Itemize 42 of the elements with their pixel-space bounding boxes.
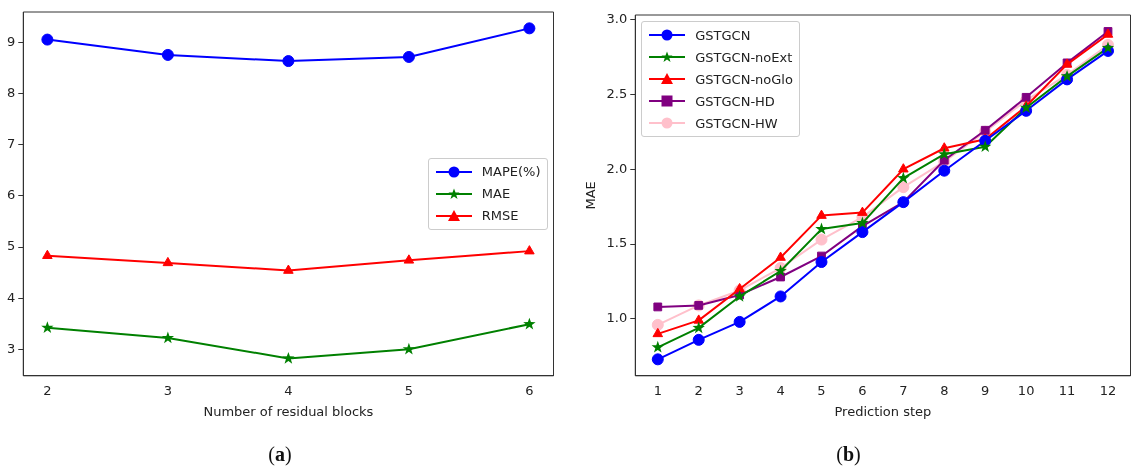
y-tick-label: 6 xyxy=(6,187,16,203)
y-tick-label: 3 xyxy=(6,340,16,356)
y-tick-label: 8 xyxy=(6,85,16,101)
y-tick-label: 9 xyxy=(6,34,16,50)
legend-label: GSTGCN-HW xyxy=(695,115,778,131)
x-tick-label: 6 xyxy=(858,382,867,398)
x-axis-title: Prediction step xyxy=(834,403,932,419)
text: (b) xyxy=(835,443,862,466)
legend-label: RMSE xyxy=(481,208,519,224)
legend-label: GSTGCN-HD xyxy=(695,93,775,109)
y-tick-label: 2.5 xyxy=(606,85,628,101)
x-tick-label: 2 xyxy=(694,382,703,398)
x-tick-label: 10 xyxy=(1017,382,1035,398)
x-tick-label: 6 xyxy=(525,382,534,398)
x-tick-label: 2 xyxy=(43,382,52,398)
x-tick-label: 5 xyxy=(404,382,414,398)
legend-label: GSTGCN xyxy=(695,27,751,43)
y-tick-label: 5 xyxy=(6,238,16,254)
y-tick-label: 2.0 xyxy=(606,160,628,176)
x-tick-label: 1 xyxy=(653,382,662,398)
x-tick-label: 4 xyxy=(284,382,293,398)
y-tick-label: 7 xyxy=(6,136,16,152)
y-tick-label: 3.0 xyxy=(606,10,628,26)
legend-label: GSTGCN-noExt xyxy=(695,49,793,65)
x-tick-label: 5 xyxy=(817,382,826,398)
x-tick-label: 9 xyxy=(981,382,990,398)
x-axis-title: Number of residual blocks xyxy=(203,403,374,419)
legend-label: GSTGCN-noGlo xyxy=(695,71,793,87)
y-tick-label: 4 xyxy=(6,289,16,305)
x-tick-label: 12 xyxy=(1099,382,1117,398)
x-tick-label: 3 xyxy=(163,382,173,398)
text: (a) xyxy=(267,443,293,466)
x-tick-label: 11 xyxy=(1058,382,1076,398)
legend-label: MAE xyxy=(481,186,511,202)
x-tick-label: 8 xyxy=(940,382,949,398)
x-tick-label: 3 xyxy=(735,382,744,398)
y-axis-title: MAE xyxy=(583,181,599,210)
y-tick-label: 1.0 xyxy=(606,310,628,326)
y-tick-label: 1.5 xyxy=(606,235,628,251)
legend-label: MAPE(%) xyxy=(481,164,541,180)
x-tick-label: 7 xyxy=(899,382,908,398)
x-tick-label: 4 xyxy=(776,382,785,398)
